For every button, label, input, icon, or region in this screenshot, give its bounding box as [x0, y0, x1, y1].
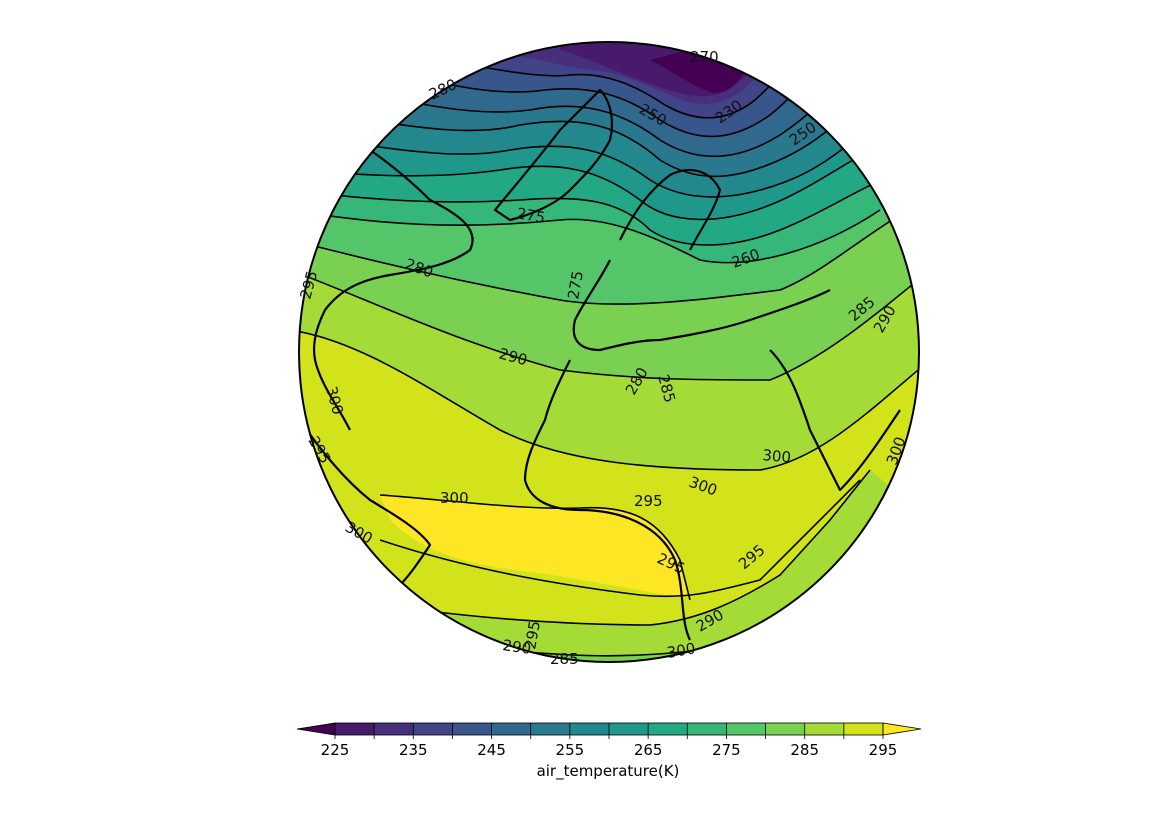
colorbar-tick-label: 295	[869, 741, 898, 759]
contour-label: 295	[521, 619, 544, 650]
colorbar-segment	[335, 723, 375, 735]
band-tropical-max	[380, 495, 690, 600]
colorbar-segment	[648, 723, 688, 735]
contour-label: 275	[564, 269, 587, 300]
colorbar-segment	[491, 723, 531, 735]
colorbar-segment	[726, 723, 766, 735]
contour-label: 295	[634, 492, 663, 510]
colorbar-segment	[413, 723, 453, 735]
colorbar-segment	[569, 723, 609, 735]
coastline-south-america	[299, 419, 432, 586]
coastline-europe	[572, 259, 831, 352]
coastline-africa	[523, 359, 691, 641]
contour-label: 270	[690, 48, 719, 66]
contour-label: 290	[501, 636, 532, 658]
coastline-scandinavia	[619, 168, 722, 251]
colorbar-segment	[530, 723, 570, 735]
contour-label: 285	[550, 650, 579, 668]
colorbar-extend-low	[296, 722, 336, 736]
colorbar-segment	[374, 723, 414, 735]
colorbar-segment	[765, 723, 805, 735]
colorbar-tick-label: 225	[321, 741, 350, 759]
contour-label: 300	[666, 639, 697, 662]
colorbar-tick-label: 255	[556, 741, 585, 759]
colorbar-tick-label: 285	[790, 741, 819, 759]
coastlines	[299, 88, 901, 641]
colorbar-segment	[609, 723, 649, 735]
coastline-north-america	[312, 119, 474, 431]
contour-label: 300	[762, 446, 792, 466]
colorbar-ticks: 225 235 245 255 265 275 285 295	[321, 723, 898, 759]
globe	[299, 42, 919, 662]
globe-outline	[298, 41, 920, 663]
colorbar-segment	[687, 723, 727, 735]
colorbar-tick-label: 245	[477, 741, 506, 759]
contour-lines	[299, 44, 919, 657]
colorbar-tick-label: 235	[399, 741, 428, 759]
coastline-middle-east	[769, 349, 901, 492]
contour-label: 275	[515, 204, 546, 227]
colorbar-segment	[452, 723, 492, 735]
colorbar-tick-label: 275	[712, 741, 741, 759]
contour-label: 300	[440, 489, 469, 507]
colorbar-tick-label: 265	[634, 741, 663, 759]
colorbar-extend-high	[882, 722, 922, 736]
colorbar	[296, 722, 922, 736]
coastline-greenland	[493, 88, 614, 222]
colorbar-label: air_temperature(K)	[537, 762, 680, 781]
colorbar-segment	[804, 723, 844, 735]
colorbar-segment	[843, 723, 883, 735]
